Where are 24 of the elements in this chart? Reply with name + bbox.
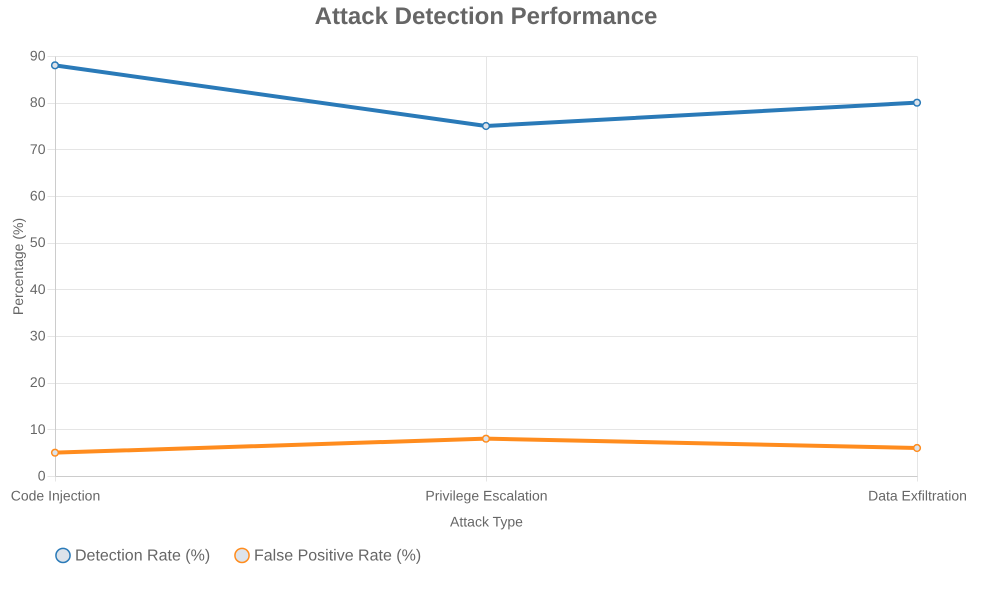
- y-tick-label: 60: [30, 188, 46, 204]
- point: [50, 61, 60, 70]
- x-tick-label: Privilege Escalation: [425, 488, 548, 504]
- y-tick-label: 40: [30, 280, 46, 297]
- point: [912, 444, 922, 452]
- y-axis-title: Percentage (%): [10, 218, 26, 316]
- x-tick-label: Data Exfiltration: [868, 488, 967, 504]
- y-tick-label: 10: [30, 420, 46, 437]
- chart-title: Attack Detection Performance: [314, 3, 658, 30]
- point: [482, 434, 490, 443]
- point: [912, 98, 922, 107]
- y-tick-label: 30: [30, 328, 46, 344]
- point: [482, 122, 490, 130]
- y-tick-label: 50: [30, 234, 46, 250]
- y-tick-label: 70: [30, 140, 46, 157]
- x-tick-label: Code Injection: [10, 488, 100, 504]
- y-tick-label: 20: [30, 374, 46, 390]
- point: [50, 448, 60, 457]
- y-tick-label: 0: [38, 468, 46, 484]
- legend-label: Detection Rate (%): [75, 547, 210, 564]
- x-axis-title: Attack Type: [450, 514, 524, 530]
- y-tick-label: 90: [30, 48, 46, 64]
- legend-label: False Positive Rate (%): [254, 547, 422, 564]
- y-tick-label: 80: [30, 94, 46, 110]
